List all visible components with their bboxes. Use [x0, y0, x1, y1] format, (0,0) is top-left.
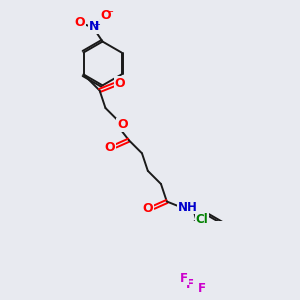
- Text: N: N: [88, 20, 99, 34]
- Text: O: O: [104, 141, 115, 154]
- Text: O: O: [100, 10, 111, 22]
- Text: F: F: [180, 272, 188, 285]
- Text: F: F: [186, 278, 194, 291]
- Text: Cl: Cl: [195, 212, 208, 226]
- Text: O: O: [75, 16, 85, 29]
- Text: O: O: [115, 77, 125, 90]
- Text: −: −: [106, 7, 114, 16]
- Text: F: F: [198, 282, 206, 295]
- Text: NH: NH: [178, 201, 198, 214]
- Text: O: O: [142, 202, 153, 215]
- Text: O: O: [117, 118, 128, 131]
- Text: +: +: [93, 20, 100, 28]
